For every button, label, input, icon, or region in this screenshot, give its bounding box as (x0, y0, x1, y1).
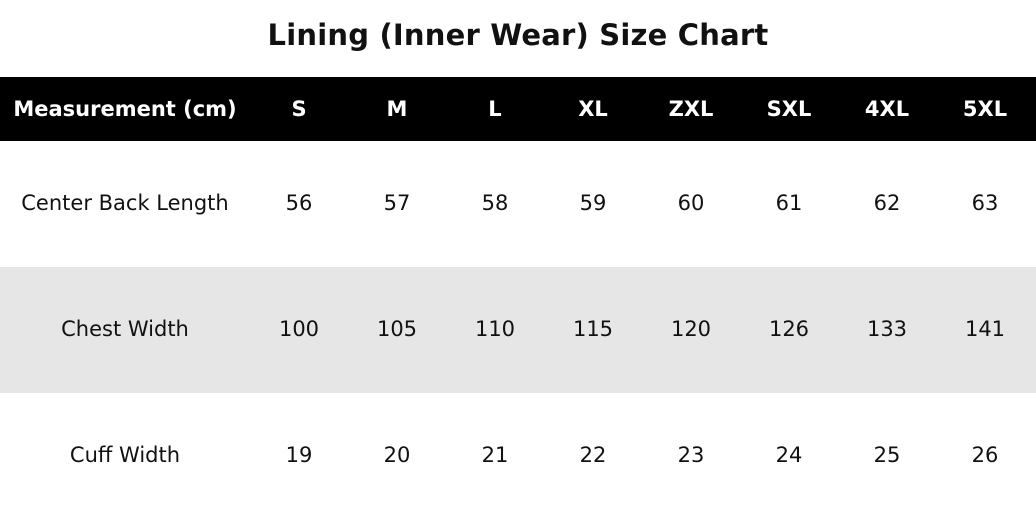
table-cell: 57 (383, 191, 411, 215)
table-cell: 141 (964, 317, 1006, 341)
table-cell: 110 (474, 317, 516, 341)
header-size: XL (578, 97, 608, 121)
table-cell: 63 (971, 191, 999, 215)
header-size: S (291, 97, 307, 121)
row-label: Chest Width (61, 317, 189, 341)
table-header: Measurement (cm) S M L XL ZXL SXL 4XL 5XL (0, 77, 1036, 141)
table-cell: 61 (775, 191, 803, 215)
header-measurement: Measurement (cm) (13, 97, 237, 121)
header-size: 4XL (864, 97, 910, 121)
table-cell: 19 (285, 443, 313, 467)
table-cell: 20 (383, 443, 411, 467)
header-size: L (488, 97, 502, 121)
table-cell: 100 (278, 317, 320, 341)
row-label: Center Back Length (21, 191, 229, 215)
table-cell: 120 (670, 317, 712, 341)
table-cell: 22 (579, 443, 607, 467)
table-cell: 25 (873, 443, 901, 467)
table-cell: 58 (481, 191, 509, 215)
table-cell: 21 (481, 443, 509, 467)
header-size: M (386, 97, 408, 121)
table-row: Cuff Width 19 20 21 22 23 24 25 26 (0, 393, 1036, 521)
header-size: SXL (766, 97, 812, 121)
table-cell: 59 (579, 191, 607, 215)
table-cell: 26 (971, 443, 999, 467)
table-cell: 126 (768, 317, 810, 341)
table-cell: 23 (677, 443, 705, 467)
chart-title: Lining (Inner Wear) Size Chart (267, 18, 769, 52)
header-size: ZXL (668, 97, 714, 121)
table-cell: 62 (873, 191, 901, 215)
table-cell: 105 (376, 317, 418, 341)
table-cell: 24 (775, 443, 803, 467)
table-row: Center Back Length 56 57 58 59 60 61 62 63 (0, 141, 1036, 267)
table-cell: 60 (677, 191, 705, 215)
table-cell: 115 (572, 317, 614, 341)
row-label: Cuff Width (69, 443, 181, 467)
header-size: 5XL (962, 97, 1008, 121)
table-cell: 133 (866, 317, 908, 341)
table-row: Chest Width 100 105 110 115 120 126 133 141 (0, 267, 1036, 393)
table-cell: 56 (285, 191, 313, 215)
